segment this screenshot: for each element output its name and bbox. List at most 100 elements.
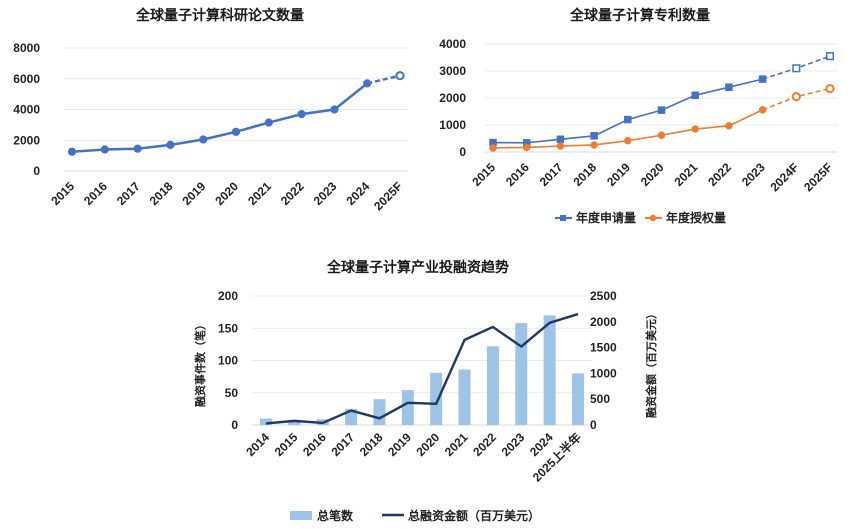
legend-label-grants: 年度授权量 [666,210,726,225]
investment-left-tick-label: 150 [218,321,238,335]
investment-xtick-label: 2019 [385,430,414,459]
patents-xtick-label: 2018 [570,160,599,189]
patents-series-1-point [556,142,565,150]
patents-series-0-point [725,83,733,91]
patents-xtick-label: 2023 [739,160,768,189]
papers-series-0-point [264,118,273,127]
investment-left-tick-label: 200 [218,289,238,303]
patents-series-1-point [624,136,632,145]
patents-xtick-label: 2020 [638,160,667,189]
papers-series-0-point [363,79,372,88]
patents-series-0-point [556,135,565,144]
papers-series-0-point [199,135,208,144]
investment-xtick-label: 2021 [442,430,471,459]
patents-ytick-label: 0 [459,145,466,159]
patents-xtick-label: 2022 [705,160,734,189]
legend-label-funding: 总融资金额（百万美元） [408,508,540,523]
investment-right-tick-label: 500 [590,392,610,406]
deal-count-bar [401,390,414,425]
papers-series-0-line [71,82,368,154]
papers-series-0-point [297,110,306,119]
investment-chart-grid [252,295,592,426]
legend-swatch-deal-count [290,511,312,520]
deal-count-bar [260,418,272,425]
investment-xtick-label: 2023 [499,430,528,459]
papers-xtick-label: 2019 [180,179,209,208]
investment-right-tick-label: 2000 [590,315,617,329]
papers-ytick-label: 4000 [13,103,40,117]
patents-series-0-point [792,64,801,73]
papers-series-0-forecast-line [366,74,401,85]
legend-label-applications: 年度申请量 [576,210,636,225]
patents-chart-legend: 年度申请量 年度授权量 [555,210,726,225]
investment-xtick-label: 2018 [357,430,386,459]
legend-marker-grants [649,214,657,222]
investment-left-tick-label: 100 [218,354,238,368]
papers-chart-xaxis: 2015 2016 2017 2018 2019 2020 2021 2022 2023 2024… [48,179,405,213]
patents-chart-xaxis: 2015 2016 2017 2018 2019 2020 2021 2022 2023 2024… [469,160,835,194]
investment-chart-xaxis: 2014 2015 2016 2017 2018 2019 2020 2021 2022 2023… [243,430,584,485]
papers-ytick-label: 8000 [13,41,40,55]
legend-label-deal-count: 总笔数 [317,508,354,523]
investment-xtick-label: 2015 [272,430,301,459]
deal-count-bar [373,399,386,425]
patents-xtick-label: 2016 [503,160,532,189]
papers-series-0-point [67,147,77,156]
patents-chart-grid [485,43,838,153]
papers-chart-grid [64,47,408,172]
investment-right-tick-label: 0 [590,418,597,432]
papers-chart-yaxis: 0 2000 4000 6000 8000 [13,41,40,178]
patents-ytick-label: 1000 [439,118,466,132]
patents-series-0-line [492,78,763,144]
patents-series-1-point [758,106,767,114]
investment-chart-title: 全球量子计算产业投融资趋势 [326,259,509,275]
papers-ytick-label: 2000 [13,133,40,147]
papers-ytick-label: 6000 [13,72,40,86]
investment-chart-bars [260,315,584,425]
papers-xtick-label: 2022 [278,179,307,208]
papers-xtick-label: 2015 [48,179,77,208]
deal-count-bar [288,419,301,425]
funding-amount-line [265,312,579,425]
investment-chart-legend: 总笔数 总融资金额（百万美元） [290,508,540,523]
papers-chart-series [67,71,405,156]
patents-xtick-label: 2025F [801,160,835,194]
papers-series-0-point [133,144,142,153]
investment-xtick-label: 2020 [414,430,443,459]
papers-series-0-point [100,145,109,154]
investment-xtick-label: 2022 [470,430,499,459]
patents-series-1-point [657,131,666,139]
patents-xtick-label: 2021 [672,160,701,189]
papers-xtick-label: 2017 [114,179,143,208]
investment-xtick-label: 2016 [300,430,329,459]
patents-chart-yaxis: 0 1000 2000 3000 4000 [439,37,466,159]
patents-series-0-point [590,132,598,140]
papers-xtick-label: 2024 [344,179,373,208]
papers-series-0-point [231,127,241,136]
investment-xtick-label: 2017 [328,430,357,459]
patents-xtick-label: 2017 [537,160,566,189]
investment-right-tick-label: 1000 [590,366,617,380]
patents-series-0-point [657,106,666,114]
patents-series-0-point [624,115,632,124]
papers-ytick-label: 0 [33,164,40,178]
patents-chart-series [489,52,835,152]
patents-series-0-point [825,52,835,61]
patents-ytick-label: 4000 [439,37,466,51]
legend-marker-applications [560,215,566,221]
investment-chart: 全球量子计算产业投融资趋势 0 50 100 150 200 0 500 1000 1500 2… [193,259,658,523]
investment-left-tick-label: 50 [225,386,239,400]
patents-ytick-label: 3000 [439,64,466,78]
investment-right-tick-label: 1500 [590,341,617,355]
patents-series-1-point [791,92,801,102]
deal-count-bar [486,346,499,425]
deal-count-bar [543,315,556,425]
patents-series-1-point [725,122,733,130]
patents-ytick-label: 2000 [439,91,466,105]
patents-xtick-label: 2019 [604,160,633,189]
papers-xtick-label: 2016 [81,179,110,208]
patents-series-1-point [489,144,497,152]
papers-series-0-point [166,140,175,149]
